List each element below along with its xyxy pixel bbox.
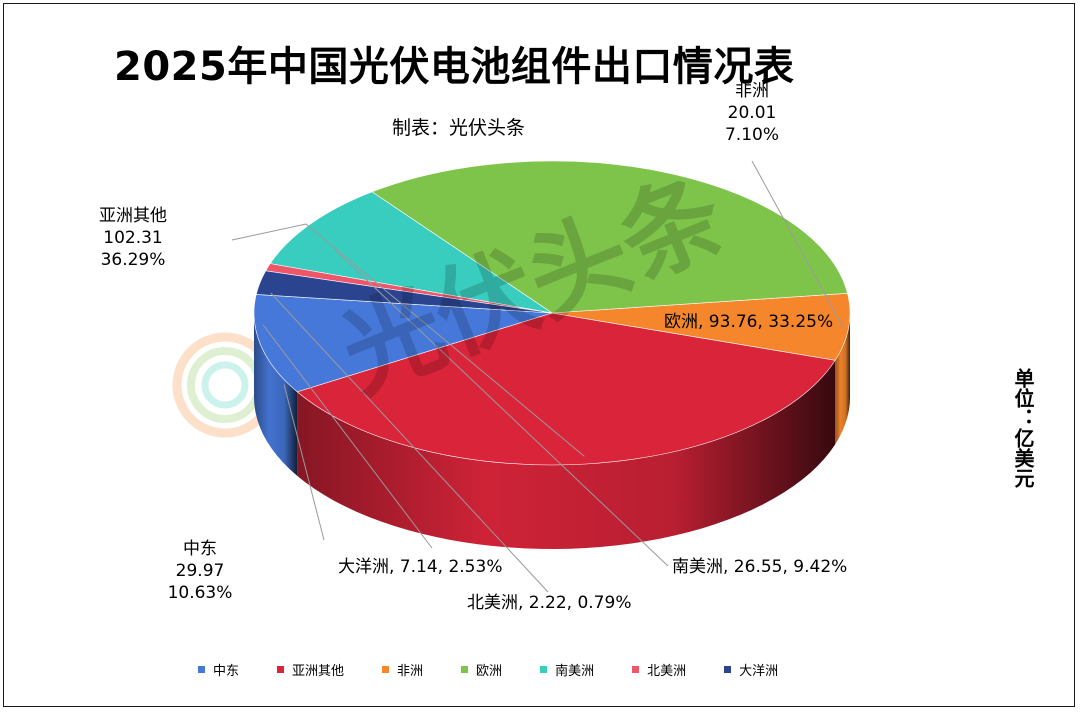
pie-slice-欧洲	[371, 160, 848, 314]
legend-swatch	[198, 665, 205, 673]
pie-slice-南美洲	[269, 191, 553, 314]
legend-label: 北美洲	[647, 663, 687, 679]
label-value: 20.01	[727, 103, 777, 123]
chart-subtitle: 制表：光伏头条	[392, 117, 526, 139]
legend-swatch	[540, 665, 548, 673]
label-percent: 10.63%	[167, 583, 233, 603]
data-label-南美洲: 南美洲, 26.55, 9.42%	[672, 557, 848, 577]
label-name: 亚洲其他	[99, 206, 167, 226]
legend-swatch	[277, 665, 285, 673]
legend-item-北美洲: 北美洲	[632, 660, 686, 679]
leader-line-中东	[283, 384, 325, 541]
data-label-非洲: 非洲 20.01 7.10%	[712, 80, 792, 146]
legend-label: 大洋洲	[739, 663, 779, 679]
label-name: 中东	[183, 539, 217, 559]
leader-line-非洲	[751, 160, 844, 328]
label-percent: 7.10%	[724, 125, 779, 145]
legend-swatch	[724, 665, 732, 673]
legend-swatch	[632, 665, 640, 673]
leader-line-北美洲	[270, 292, 549, 593]
pie-side-shade-非洲	[835, 313, 850, 445]
label-percent: 36.29%	[100, 250, 166, 270]
legend-item-南美洲: 南美洲	[540, 660, 594, 679]
unit-label: 单位：亿美元	[1011, 368, 1035, 488]
legend-label: 欧洲	[476, 663, 503, 679]
pie-slice-大洋洲	[255, 270, 553, 314]
data-label-欧洲: 欧洲, 93.76, 33.25%	[664, 312, 834, 332]
data-label-大洋洲: 大洋洲, 7.14, 2.53%	[338, 557, 503, 577]
legend-label: 南美洲	[555, 663, 595, 679]
leader-line-亚洲其他	[231, 223, 585, 457]
legend-item-中东: 中东	[198, 660, 239, 679]
legend-item-非洲: 非洲	[382, 660, 423, 679]
legend-label: 非洲	[397, 663, 424, 679]
leader-line-大洋洲	[262, 324, 433, 549]
label-value: 29.97	[175, 561, 225, 581]
legend-item-大洋洲: 大洋洲	[724, 660, 778, 679]
pie-slice-非洲	[551, 293, 851, 361]
legend-label: 中东	[213, 663, 240, 679]
legend-swatch	[461, 665, 469, 673]
legend-label: 亚洲其他	[292, 663, 345, 679]
data-label-亚洲其他: 亚洲其他 102.31 36.29%	[78, 205, 188, 271]
data-label-中东: 中东 29.97 10.63%	[155, 538, 245, 604]
label-value: 102.31	[103, 228, 163, 248]
chart-legend: 中东 亚洲其他 非洲 欧洲 南美洲 北美洲 大洋洲	[198, 659, 816, 679]
pie-slice-亚洲其他	[296, 312, 836, 466]
pie-side-shade-亚洲其他	[297, 360, 836, 549]
pie-slice-中东	[253, 294, 553, 393]
chart-title: 2025年中国光伏电池组件出口情况表	[114, 44, 795, 90]
data-label-北美洲: 北美洲, 2.22, 0.79%	[467, 593, 632, 613]
legend-swatch	[382, 665, 390, 673]
legend-item-欧洲: 欧洲	[461, 660, 502, 679]
label-name: 非洲	[735, 81, 769, 101]
legend-item-亚洲其他: 亚洲其他	[277, 660, 344, 679]
leader-line-南美洲	[334, 249, 669, 567]
